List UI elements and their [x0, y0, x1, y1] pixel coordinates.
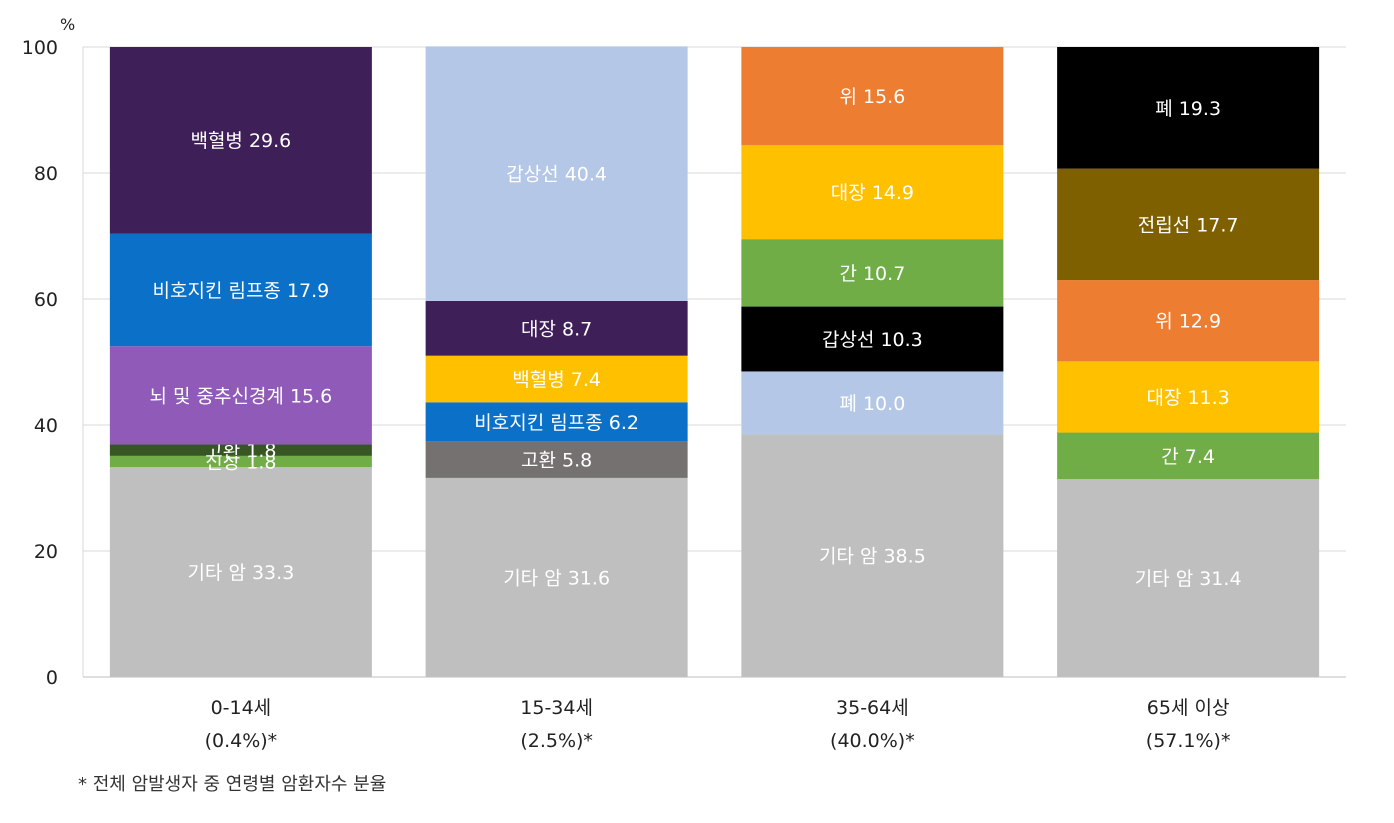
data-label: 기타 암 31.4: [1135, 568, 1242, 590]
data-label: 기타 암 31.6: [503, 567, 610, 589]
bar-segment: [1057, 479, 1320, 677]
bar-segment: [1057, 168, 1320, 281]
bars: 기타 암 33.3 신장 1.8고환 1.8 뇌 및 중추신경계 15.6 비호지킨 …: [109, 46, 1320, 677]
data-label: 위 15.6: [839, 86, 905, 108]
y-tick-label: 60: [34, 289, 58, 311]
data-label: 간 7.4: [1161, 446, 1215, 468]
data-label: 갑상선 40.4: [506, 164, 607, 186]
bar-segment: [741, 371, 1004, 435]
data-label: 간 10.7: [839, 263, 905, 285]
data-label: 고환 5.8: [521, 450, 592, 472]
bar-segment: [425, 300, 688, 356]
bar-segment: [425, 402, 688, 442]
bar-segment: [741, 239, 1004, 307]
bar-segment: [741, 47, 1004, 146]
x-category-share: (0.4%)*: [205, 730, 278, 752]
data-label: 기타 암 33.3: [187, 562, 294, 584]
data-label: 폐 10.0: [839, 393, 905, 415]
y-axis: 0 20 40 60 80 100: [22, 37, 84, 689]
data-label: 백혈병 29.6: [190, 130, 291, 152]
data-label: 전립선 17.7: [1138, 214, 1239, 236]
footnote: * 전체 암발생자 중 연령별 암환자수 분율: [78, 774, 387, 795]
bar-stack: 기타 암 31.4 간 7.4 대장 11.3 위 12.9 전립선 17.7 폐 19.…: [1057, 47, 1320, 677]
bar-stack: 기타 암 33.3 신장 1.8고환 1.8 뇌 및 중추신경계 15.6 비호지킨 …: [109, 47, 372, 677]
bar-stack: 기타 암 31.6 고환 5.8 비호지킨 림프종 6.2 백혈병 7.4 대장 8.7…: [425, 46, 688, 677]
bar-segment: [425, 355, 688, 403]
data-label: 대장 14.9: [831, 182, 914, 204]
bar-segment: [1057, 361, 1320, 433]
data-label: 대장 11.3: [1146, 387, 1229, 409]
bar-segment: [109, 47, 372, 234]
bar-segment: [741, 306, 1004, 372]
data-label: 비호지킨 림프종 17.9: [153, 280, 330, 302]
bar-segment: [1057, 432, 1320, 480]
x-category-label: 0-14세: [211, 697, 272, 719]
bar-segment: [1057, 47, 1320, 169]
x-category-label: 15-34세: [520, 697, 593, 719]
x-category-label: 65세 이상: [1147, 697, 1230, 719]
bar-segment: [741, 434, 1004, 677]
bar-segment: [109, 444, 372, 456]
y-tick-label: 40: [34, 415, 58, 437]
x-category-share: (40.0%)*: [830, 730, 915, 752]
x-category-share: (2.5%)*: [520, 730, 593, 752]
x-category-label: 35-64세: [836, 697, 909, 719]
bar-segment: [1057, 280, 1320, 362]
bar-segment: [109, 233, 372, 347]
bar-segment: [741, 145, 1004, 240]
y-tick-label: 0: [46, 667, 58, 689]
x-category-share: (57.1%)*: [1146, 730, 1231, 752]
bar-stack: 기타 암 38.5 폐 10.0 갑상선 10.3 간 10.7 대장 14.9 위 15…: [741, 47, 1004, 677]
data-label: 뇌 및 중추신경계 15.6: [149, 385, 332, 407]
data-label: 기타 암 38.5: [819, 546, 926, 568]
data-label: 위 12.9: [1155, 311, 1221, 333]
data-label: 백혈병 7.4: [512, 369, 601, 391]
data-label: 고환 1.8: [205, 440, 276, 462]
x-axis: 0-14세 (0.4%)* 15-34세 (2.5%)* 35-64세 (40.0%)* 6…: [83, 676, 1346, 752]
y-tick-label: 80: [34, 163, 58, 185]
data-label: 갑상선 10.3: [822, 329, 923, 351]
bar-segment: [109, 455, 372, 468]
data-label: 비호지킨 림프종 6.2: [474, 412, 639, 434]
bar-segment: [425, 441, 688, 478]
bar-segment: [425, 46, 688, 301]
data-label: 대장 8.7: [521, 318, 592, 340]
bar-segment: [109, 467, 372, 677]
y-tick-label: 100: [22, 37, 58, 59]
y-tick-label: 20: [34, 541, 58, 563]
bar-segment: [109, 346, 372, 445]
y-axis-unit: %: [60, 15, 75, 34]
data-label: 폐 19.3: [1155, 98, 1221, 120]
bar-segment: [425, 477, 688, 677]
data-label: 신장 1.8: [205, 452, 276, 474]
